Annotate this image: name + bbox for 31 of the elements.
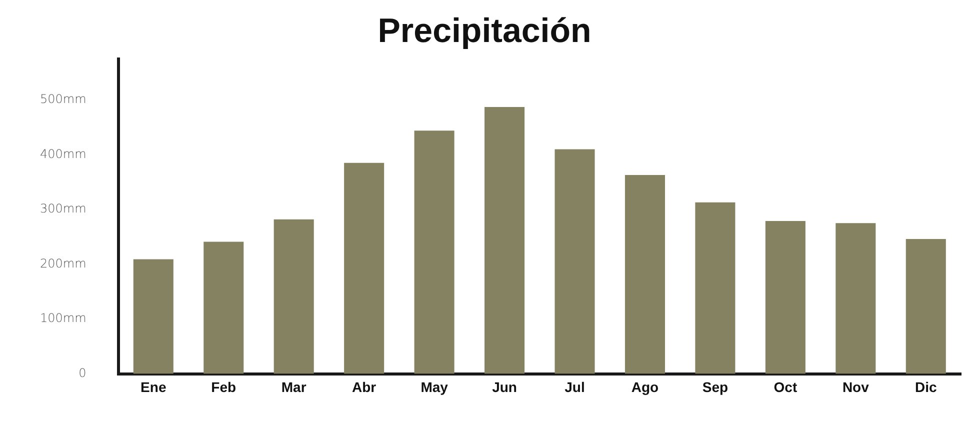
x-tick-label: Nov xyxy=(842,379,870,396)
bar xyxy=(344,162,384,374)
bar xyxy=(274,219,314,374)
bar xyxy=(204,242,244,374)
y-tick-label: 200mm xyxy=(40,256,86,270)
x-tick-label: Feb xyxy=(211,379,236,396)
y-tick-label: 500mm xyxy=(40,92,86,106)
bar xyxy=(624,174,665,374)
chart-title: Precipitación xyxy=(378,12,592,50)
y-tick-label: 100mm xyxy=(40,311,86,326)
y-tick-label: 0 xyxy=(78,366,86,380)
bar xyxy=(133,259,174,374)
x-tick-label: Ago xyxy=(631,379,659,396)
bar xyxy=(484,107,525,374)
x-tick-label: Mar xyxy=(281,379,307,396)
bar xyxy=(695,202,736,374)
x-tick-label: Ene xyxy=(140,379,166,396)
bar xyxy=(765,220,806,374)
bar xyxy=(554,149,595,374)
bar xyxy=(836,223,876,374)
bar xyxy=(906,239,946,374)
x-tick-label: Jun xyxy=(492,379,517,396)
y-tick-label: 400mm xyxy=(40,146,86,161)
x-tick-label: Oct xyxy=(774,379,798,396)
y-tick-label: 300mm xyxy=(40,202,86,216)
x-tick-label: Sep xyxy=(702,379,728,396)
x-tick-label: Jul xyxy=(564,379,585,396)
x-tick-label: Abr xyxy=(352,379,377,396)
x-tick-label: Dic xyxy=(914,379,937,396)
x-tick-label: May xyxy=(420,379,448,396)
bar xyxy=(414,130,454,374)
